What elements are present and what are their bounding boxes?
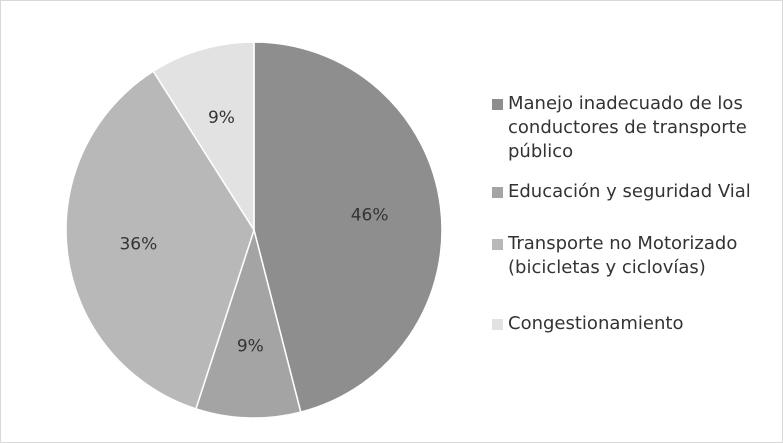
legend-item: Educación y seguridad Vial <box>492 180 783 204</box>
pie-slice <box>194 227 302 419</box>
legend-label: Manejo inadecuado de los conductores de … <box>508 93 747 162</box>
legend-label: Educación y seguridad Vial <box>508 181 751 202</box>
data-label: 9% <box>237 337 264 357</box>
legend-swatch <box>492 99 503 110</box>
legend-item: Congestionamiento <box>492 312 783 336</box>
legend-item: Transporte no Motorizado (bicicletas y c… <box>492 232 783 280</box>
pie-slice <box>152 41 255 233</box>
legend-swatch <box>492 239 503 250</box>
pie-slice <box>65 70 255 410</box>
legend-label: Transporte no Motorizado (bicicletas y c… <box>508 233 738 278</box>
data-label: 36% <box>119 235 157 255</box>
legend-swatch <box>492 319 503 330</box>
legend-swatch <box>492 187 503 198</box>
data-label: 46% <box>351 205 389 225</box>
legend-label: Congestionamiento <box>508 313 684 334</box>
data-label: 9% <box>208 108 235 128</box>
legend-item: Manejo inadecuado de los conductores de … <box>492 92 783 164</box>
pie-slice <box>253 41 443 414</box>
